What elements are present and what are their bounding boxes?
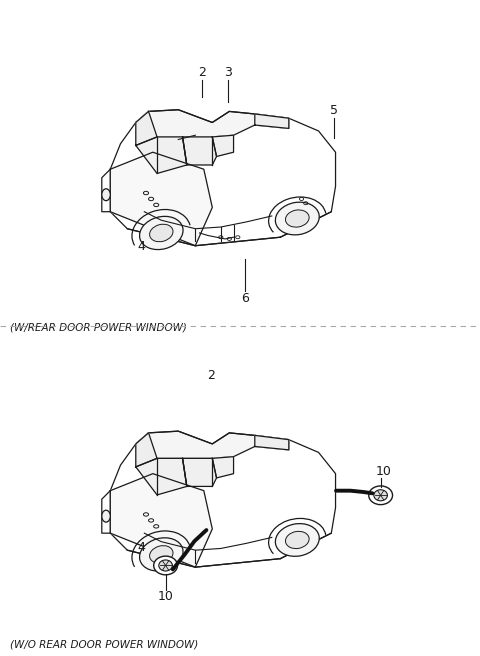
Ellipse shape [369, 486, 393, 504]
Text: (W/REAR DOOR POWER WINDOW): (W/REAR DOOR POWER WINDOW) [10, 323, 186, 333]
Polygon shape [255, 114, 289, 129]
Ellipse shape [154, 556, 178, 575]
Polygon shape [110, 152, 212, 246]
Ellipse shape [286, 531, 309, 548]
Polygon shape [182, 137, 216, 165]
Text: 10: 10 [376, 464, 392, 478]
Text: (W/O REAR DOOR POWER WINDOW): (W/O REAR DOOR POWER WINDOW) [10, 640, 198, 649]
Ellipse shape [286, 210, 309, 227]
Text: 6: 6 [241, 292, 249, 305]
Polygon shape [110, 474, 212, 567]
Text: 4: 4 [138, 239, 145, 253]
Ellipse shape [374, 490, 387, 501]
Ellipse shape [150, 224, 173, 242]
Text: 4: 4 [138, 541, 145, 554]
Polygon shape [136, 431, 289, 467]
Ellipse shape [102, 510, 110, 522]
Text: 3: 3 [224, 66, 232, 79]
Ellipse shape [140, 538, 183, 571]
Ellipse shape [150, 546, 173, 564]
Polygon shape [212, 135, 234, 157]
Polygon shape [136, 112, 157, 146]
Polygon shape [136, 433, 157, 467]
Text: 10: 10 [157, 590, 174, 604]
Text: 2: 2 [207, 369, 215, 382]
Ellipse shape [140, 216, 183, 249]
Polygon shape [212, 457, 234, 478]
Ellipse shape [102, 189, 110, 201]
Ellipse shape [159, 560, 172, 571]
Ellipse shape [276, 202, 319, 235]
Polygon shape [136, 137, 187, 173]
Polygon shape [255, 436, 289, 450]
Polygon shape [136, 459, 187, 495]
Ellipse shape [276, 523, 319, 556]
Text: 5: 5 [330, 104, 337, 117]
Text: 2: 2 [198, 66, 205, 79]
Polygon shape [182, 459, 216, 486]
Polygon shape [136, 110, 289, 146]
